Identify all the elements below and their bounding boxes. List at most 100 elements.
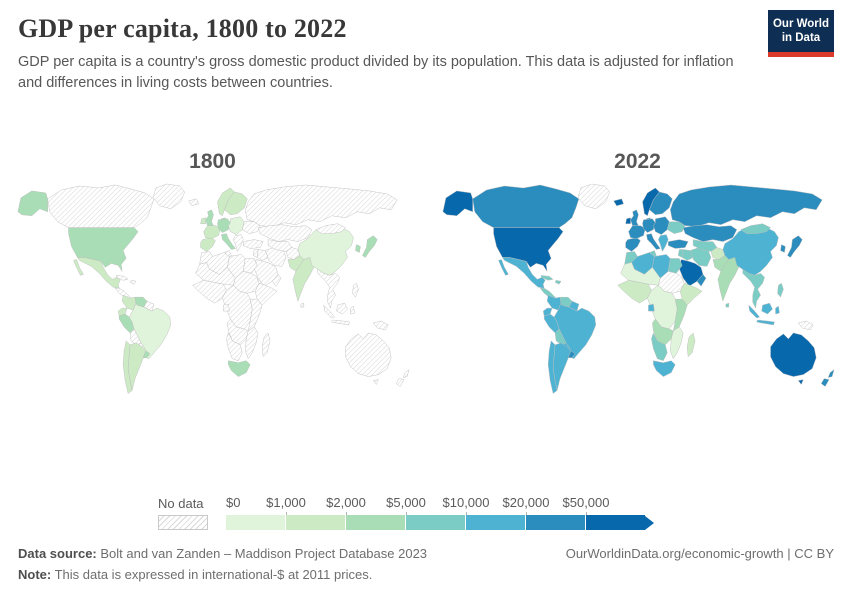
legend-segment-$50,000+[interactable] [586,515,646,530]
map-region-italy[interactable] [646,233,661,250]
map-region-iceland[interactable] [613,198,624,207]
map-region-hispaniola[interactable] [129,280,137,285]
map-region-tunisia[interactable] [224,250,232,257]
map-region-greenland[interactable] [152,183,185,210]
map-region-iberia[interactable] [200,237,216,252]
map-region-kazakhstan[interactable] [257,224,313,242]
map-region-sweden-finland[interactable] [224,191,248,215]
map-region-turkey[interactable] [243,239,264,249]
map-region-canada[interactable] [47,184,155,228]
map-region-cuba[interactable] [540,275,554,281]
map-region-south-africa[interactable] [653,360,676,377]
page-title: GDP per capita, 1800 to 2022 [18,14,347,43]
map-region-uk[interactable] [630,209,639,226]
map-region-ireland[interactable] [625,217,631,224]
legend-segment-$5,000-$10,000[interactable] [406,515,466,530]
map-region-italy[interactable] [221,233,236,250]
map-region-kazakhstan[interactable] [682,224,738,242]
map-region-egypt[interactable] [668,258,683,274]
map-region-madagascar[interactable] [686,332,696,357]
map-region-hispaniola[interactable] [554,280,562,285]
map-region-germany-central[interactable] [642,218,656,233]
map-region-japan[interactable] [787,235,803,258]
map-region-sweden-finland[interactable] [649,191,673,215]
map-region-indonesia[interactable] [748,302,780,326]
map-region-gabon[interactable] [648,303,655,312]
map-region-philippines[interactable] [777,283,784,298]
map-region-philippines[interactable] [352,283,359,298]
map-region-nz[interactable] [820,369,835,387]
map-region-gabon[interactable] [223,303,230,312]
map-region-turkey[interactable] [668,239,689,249]
map-region-west-africa[interactable] [617,280,652,304]
map-region-australia[interactable] [345,332,392,385]
map-region-angola-zambia[interactable] [227,318,249,346]
map-region-sri-lanka[interactable] [725,302,730,308]
map-region-se-asia[interactable] [742,269,765,309]
map-region-uruguay[interactable] [567,350,576,358]
map-region-japan[interactable] [362,235,378,258]
map-region-balkans[interactable] [233,234,244,252]
map-region-alaska[interactable] [17,190,48,216]
map-region-argentina[interactable] [552,342,572,391]
map-region-indonesia[interactable] [323,302,355,326]
map-region-canada[interactable] [472,184,580,228]
map-region-korea[interactable] [355,244,361,253]
no-data-swatch[interactable] [158,515,208,530]
map-region-namibia-botswana[interactable] [651,332,668,361]
map-region-south-africa[interactable] [228,360,251,377]
map-region-iraq[interactable] [256,249,269,261]
map-region-oman[interactable] [271,274,282,287]
map-region-russia[interactable] [245,184,398,227]
map-region-iraq[interactable] [681,249,694,261]
map-region-namibia-botswana[interactable] [226,332,243,361]
map-region-angola-zambia[interactable] [652,318,674,346]
credit-link[interactable]: OurWorldinData.org/economic-growth | CC … [565,546,834,561]
legend-segment-$10,000-$20,000[interactable] [466,515,526,530]
map-region-korea[interactable] [780,244,786,253]
map-region-usa[interactable] [493,227,564,272]
map-region-balkans[interactable] [658,234,669,252]
map-region-iberia[interactable] [625,237,641,252]
map-region-uk[interactable] [205,209,214,226]
map-region-mozambique-zimbabwe[interactable] [245,326,259,359]
map-region-mexico[interactable] [498,257,546,289]
map-region-sri-lanka[interactable] [300,302,305,308]
legend-segment-$2,000-$5,000[interactable] [346,515,406,530]
map-region-iceland[interactable] [188,198,199,207]
legend-arrow [645,516,654,530]
map-region-usa[interactable] [68,227,139,272]
map-column-2022: 2022 [429,150,846,415]
map-region-egypt[interactable] [243,258,258,274]
owid-logo[interactable]: Our World in Data [768,10,834,57]
map-region-mozambique-zimbabwe[interactable] [670,326,684,359]
map-region-cuba[interactable] [115,275,129,281]
map-region-argentina[interactable] [127,342,147,391]
map-region-nz[interactable] [395,369,410,387]
map-region-ireland[interactable] [200,217,206,224]
map-region-west-africa[interactable] [192,280,227,304]
map-region-madagascar[interactable] [261,332,271,357]
legend-tick-label: $10,000 [442,495,490,510]
map-region-france[interactable] [203,225,221,239]
map-region-australia[interactable] [770,332,817,385]
map-region-uruguay[interactable] [142,350,151,358]
map-region-mongolia[interactable] [740,223,771,234]
map-region-png[interactable] [798,320,814,331]
legend-segment-$0-$1,000[interactable] [226,515,286,530]
map-region-eastern-europe[interactable] [653,216,670,235]
map-region-greenland[interactable] [577,183,610,210]
map-region-mexico[interactable] [73,257,121,289]
map-region-germany-central[interactable] [217,218,231,233]
map-region-png[interactable] [373,320,389,331]
map-region-russia[interactable] [670,184,823,227]
map-region-alaska[interactable] [442,190,473,216]
map-region-oman[interactable] [696,274,707,287]
map-region-tunisia[interactable] [649,250,657,257]
legend-segment-$1,000-$2,000[interactable] [286,515,346,530]
map-region-se-asia[interactable] [317,269,340,309]
map-region-mongolia[interactable] [315,223,346,234]
map-region-france[interactable] [628,225,646,239]
legend-segment-$20,000-$50,000[interactable] [526,515,586,530]
map-region-eastern-europe[interactable] [228,216,245,235]
